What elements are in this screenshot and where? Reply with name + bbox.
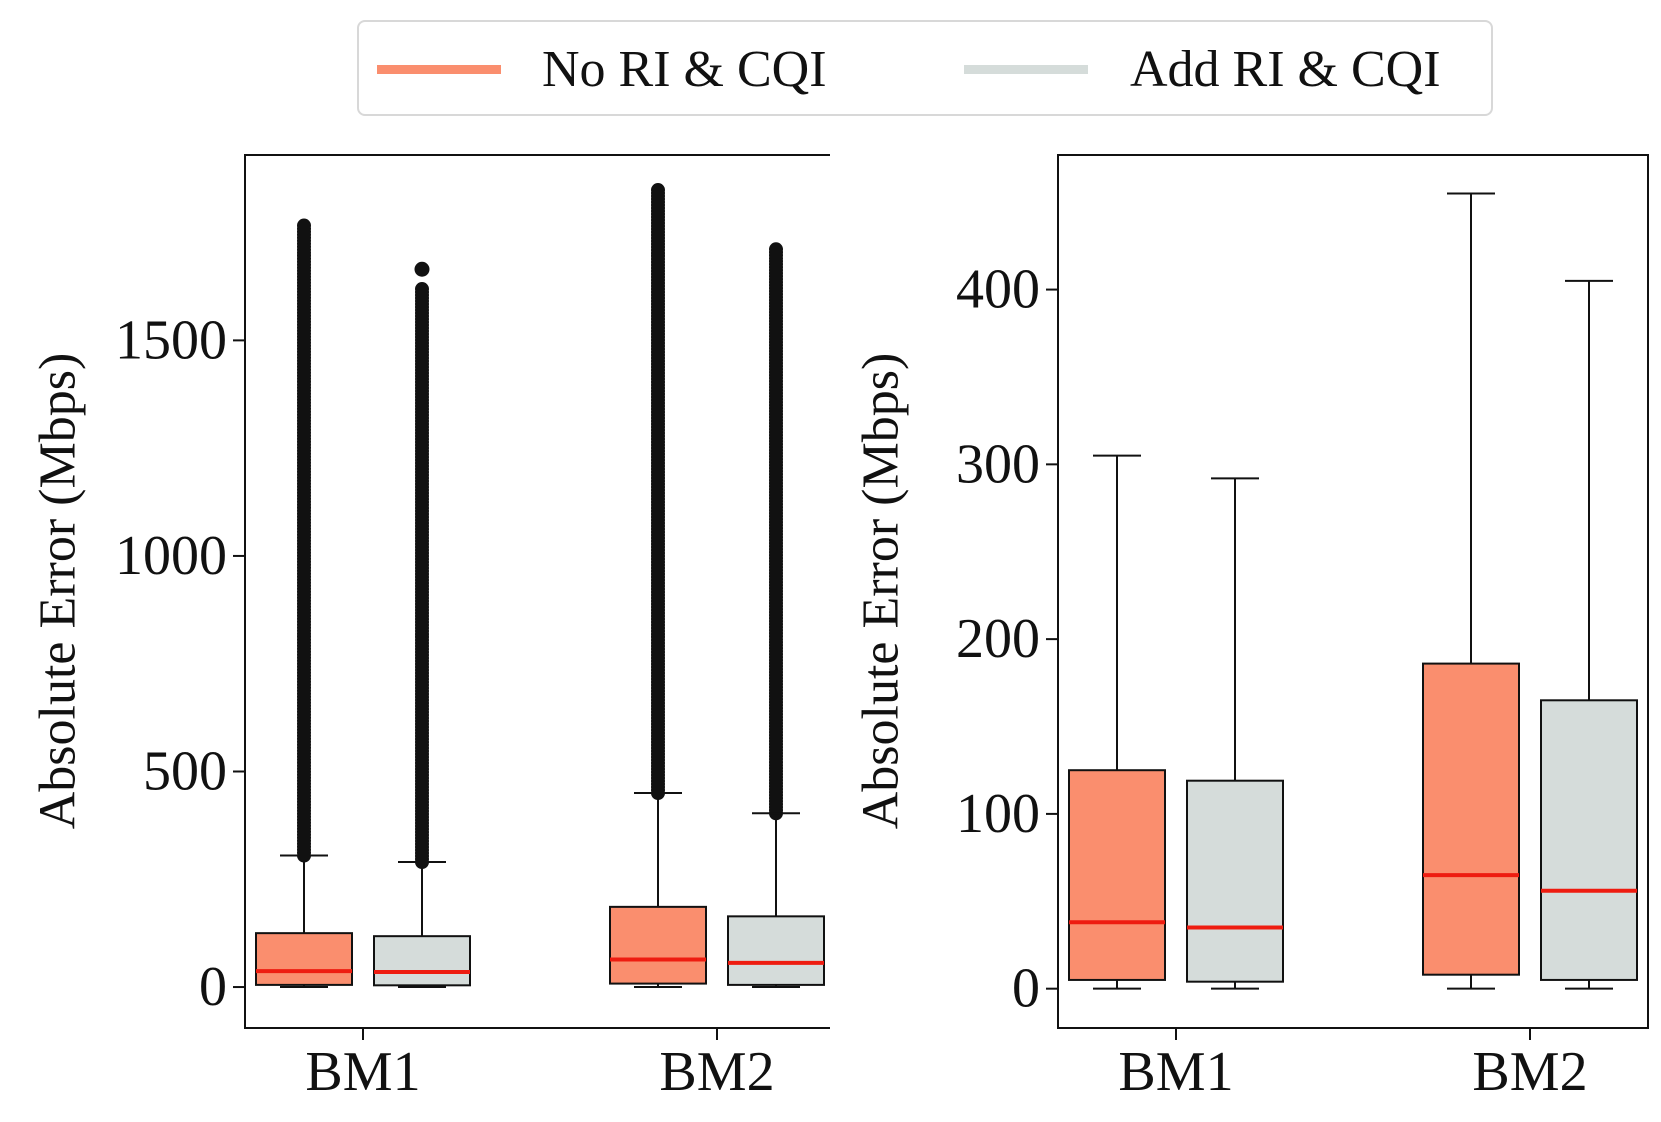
y-tick-label: 0 (199, 956, 227, 1018)
left-boxplot: Absolute Error (Mbps) 0 500 1000 1500 BM1 BM2 (30, 154, 830, 1103)
box-bm1 (1186, 779, 1284, 983)
box-bm2 (1540, 699, 1638, 981)
y-axis-label: Absolute Error (Mbps) (853, 353, 910, 830)
box-bm1 (373, 935, 471, 987)
y-tick-label: 400 (956, 259, 1040, 321)
x-tick-label: BM2 (1472, 1041, 1587, 1103)
legend-label-no-ri-cqi: No RI & CQI (542, 41, 827, 98)
outlier-markers (415, 282, 429, 870)
outlier-markers (651, 183, 666, 801)
x-tick-label: BM1 (305, 1041, 420, 1103)
legend-swatch-no-ri-cqi (377, 65, 501, 74)
box-bm2 (609, 905, 707, 985)
legend-swatch-add-ri-cqi (964, 65, 1088, 74)
y-tick-label: 1000 (115, 525, 227, 587)
y-tick-label: 1500 (115, 309, 227, 371)
plot-frame (244, 154, 830, 1029)
y-tick-label: 300 (956, 433, 1040, 495)
right-boxplot: Absolute Error (Mbps) 0 100 200 300 400 BM1 BM2 (853, 154, 1649, 1103)
box-bm2 (1422, 662, 1520, 976)
x-tick-label: BM2 (659, 1041, 774, 1103)
y-tick-label: 500 (143, 740, 227, 802)
outlier-markers (297, 218, 311, 863)
legend-label-add-ri-cqi: Add RI & CQI (1130, 41, 1441, 98)
outlier-markers (769, 242, 783, 821)
outlier-marker (414, 261, 430, 277)
y-tick-label: 100 (956, 783, 1040, 845)
x-tick-label: BM1 (1118, 1041, 1233, 1103)
y-tick-label: 200 (956, 608, 1040, 670)
y-tick-label: 0 (1012, 958, 1040, 1020)
box-bm2 (727, 915, 825, 986)
legend: No RI & CQI Add RI & CQI (357, 20, 1493, 116)
y-axis-label: Absolute Error (Mbps) (30, 353, 87, 830)
plot-frame (1057, 154, 1649, 1029)
box-bm1 (1068, 769, 1166, 981)
box-bm1 (255, 932, 353, 986)
